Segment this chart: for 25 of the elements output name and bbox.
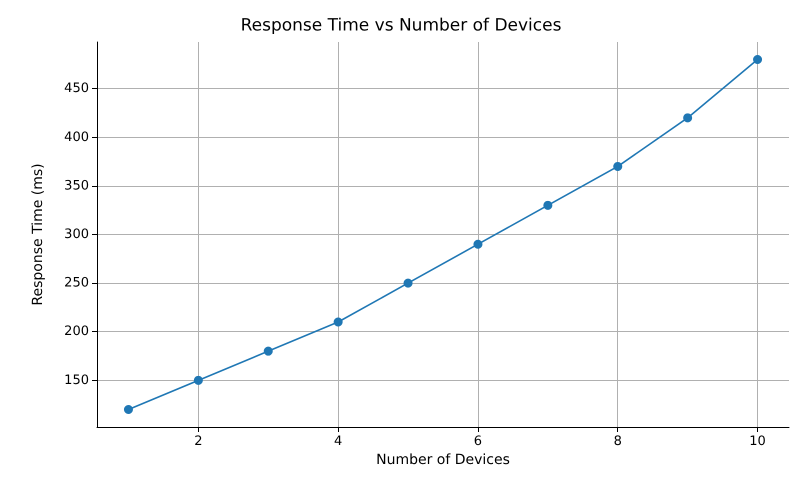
x-axis-title: Number of Devices (376, 452, 510, 468)
point (613, 162, 622, 171)
x-tick-label: 8 (614, 434, 622, 449)
chart-title: Response Time vs Number of Devices (240, 16, 562, 36)
x-tick-label: 6 (474, 434, 482, 449)
y-axis-title: Response Time (ms) (30, 163, 46, 306)
y-tick-label: 150 (64, 372, 89, 388)
point (194, 376, 203, 385)
y-tick-label: 250 (64, 276, 89, 291)
point (264, 346, 273, 356)
point (683, 113, 692, 122)
y-tick-label: 350 (64, 178, 89, 194)
point (753, 55, 762, 64)
point (543, 200, 552, 210)
y-tick-label: 300 (64, 227, 89, 242)
x-tick-label: 10 (749, 434, 766, 449)
point (404, 278, 413, 288)
x-tick-label: 2 (194, 434, 202, 449)
x-tick-label: 4 (334, 434, 342, 449)
y-tick-label: 200 (64, 324, 89, 340)
point (334, 318, 343, 326)
y-tick-label: 450 (64, 81, 89, 96)
point (473, 240, 482, 249)
y-tick-label: 400 (64, 130, 89, 145)
point (124, 405, 133, 414)
